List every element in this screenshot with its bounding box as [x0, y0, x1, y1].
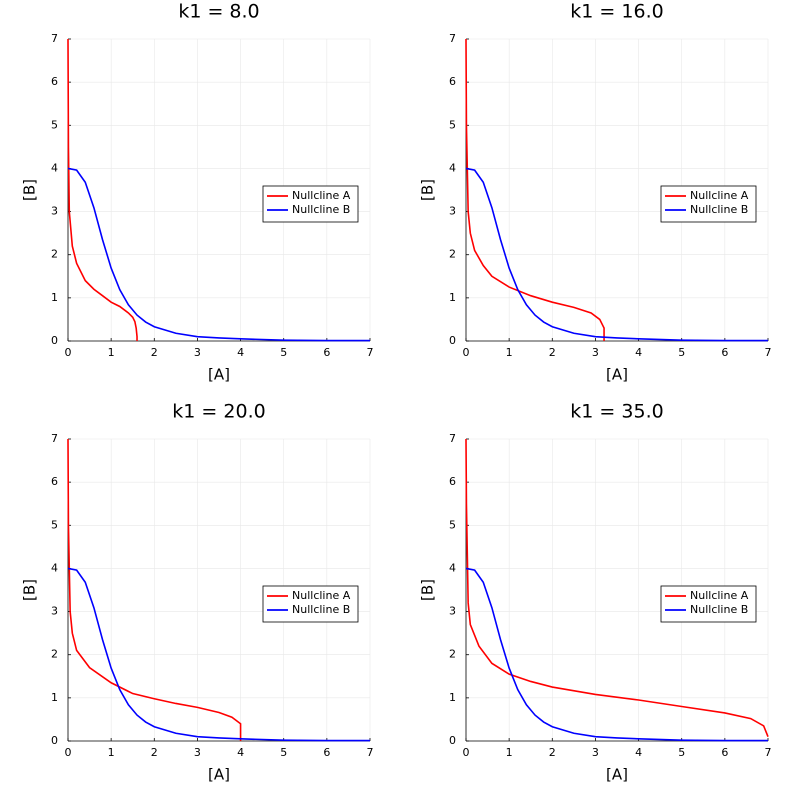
- series-line: [465, 567, 768, 742]
- legend-label: Nullcline B: [690, 603, 748, 616]
- x-tick-label: 6: [323, 346, 330, 359]
- x-tick-label: 4: [635, 346, 642, 359]
- legend-label: Nullcline A: [292, 589, 351, 602]
- y-tick-label: 2: [51, 648, 58, 661]
- x-tick-label: 4: [237, 346, 244, 359]
- y-tick-label: 7: [449, 32, 456, 45]
- x-tick-label: 1: [108, 346, 115, 359]
- y-axis-label: [B]: [419, 579, 437, 601]
- x-axis-label: [A]: [208, 766, 230, 784]
- y-tick-label: 4: [51, 561, 58, 574]
- y-tick-label: 6: [449, 75, 456, 88]
- x-tick-label: 2: [151, 346, 158, 359]
- legend-label: Nullcline A: [690, 589, 749, 602]
- legend-label: Nullcline A: [690, 189, 749, 202]
- x-tick-label: 0: [463, 746, 470, 759]
- y-tick-label: 6: [449, 475, 456, 488]
- series-line: [67, 438, 242, 741]
- x-tick-label: 0: [65, 346, 72, 359]
- series-line: [465, 38, 605, 341]
- y-tick-label: 2: [51, 248, 58, 261]
- y-tick-label: 5: [51, 518, 58, 531]
- x-tick-label: 3: [194, 346, 201, 359]
- y-tick-label: 6: [51, 75, 58, 88]
- y-tick-label: 1: [449, 691, 456, 704]
- x-tick-label: 7: [367, 346, 374, 359]
- y-tick-label: 6: [51, 475, 58, 488]
- x-tick-label: 5: [678, 746, 685, 759]
- y-tick-label: 3: [449, 605, 456, 618]
- x-tick-label: 5: [678, 346, 685, 359]
- x-tick-label: 2: [549, 346, 556, 359]
- x-tick-label: 3: [592, 346, 599, 359]
- x-tick-label: 7: [367, 746, 374, 759]
- x-tick-label: 0: [463, 346, 470, 359]
- y-axis-label: [B]: [419, 179, 437, 201]
- y-axis-label: [B]: [21, 579, 39, 601]
- y-tick-label: 4: [51, 161, 58, 174]
- x-tick-label: 4: [237, 746, 244, 759]
- x-axis-label: [A]: [208, 366, 230, 384]
- chart-title: k1 = 8.0: [178, 1, 259, 23]
- x-tick-label: 5: [280, 746, 287, 759]
- y-tick-label: 3: [51, 205, 58, 218]
- chart-title: k1 = 16.0: [570, 1, 663, 23]
- y-tick-label: 7: [51, 32, 58, 45]
- x-tick-label: 1: [506, 346, 513, 359]
- y-tick-label: 5: [449, 118, 456, 131]
- series-line: [465, 438, 769, 737]
- legend-label: Nullcline A: [292, 189, 351, 202]
- x-tick-label: 4: [635, 746, 642, 759]
- x-tick-label: 6: [721, 746, 728, 759]
- y-tick-label: 4: [449, 561, 456, 574]
- x-axis-label: [A]: [606, 366, 628, 384]
- y-tick-label: 4: [449, 161, 456, 174]
- y-tick-label: 7: [51, 432, 58, 445]
- x-axis-label: [A]: [606, 766, 628, 784]
- x-tick-label: 6: [323, 746, 330, 759]
- y-tick-label: 5: [51, 118, 58, 131]
- y-axis-label: [B]: [21, 179, 39, 201]
- y-tick-label: 0: [449, 734, 456, 747]
- y-tick-label: 2: [449, 648, 456, 661]
- y-tick-label: 0: [51, 334, 58, 347]
- x-tick-label: 2: [549, 746, 556, 759]
- y-tick-label: 0: [51, 734, 58, 747]
- y-tick-label: 2: [449, 248, 456, 261]
- x-tick-label: 1: [108, 746, 115, 759]
- series-line: [465, 167, 768, 342]
- x-tick-label: 7: [765, 746, 772, 759]
- x-tick-label: 0: [65, 746, 72, 759]
- x-tick-label: 3: [194, 746, 201, 759]
- series-line: [67, 167, 370, 342]
- x-tick-label: 6: [721, 346, 728, 359]
- y-tick-label: 7: [449, 432, 456, 445]
- series-line: [67, 567, 370, 742]
- x-tick-label: 1: [506, 746, 513, 759]
- y-tick-label: 3: [51, 605, 58, 618]
- legend-box: [660, 585, 757, 623]
- y-tick-label: 1: [51, 291, 58, 304]
- x-tick-label: 2: [151, 746, 158, 759]
- y-tick-label: 5: [449, 518, 456, 531]
- x-tick-label: 3: [592, 746, 599, 759]
- series-line: [67, 38, 138, 341]
- chart-title: k1 = 20.0: [172, 401, 265, 423]
- legend-box: [262, 185, 359, 223]
- y-tick-label: 3: [449, 205, 456, 218]
- y-tick-label: 1: [449, 291, 456, 304]
- legend-label: Nullcline B: [690, 203, 748, 216]
- legend-box: [262, 585, 359, 623]
- legend-label: Nullcline B: [292, 203, 350, 216]
- legend-box: [660, 185, 757, 223]
- y-tick-label: 1: [51, 691, 58, 704]
- x-tick-label: 7: [765, 346, 772, 359]
- legend-label: Nullcline B: [292, 603, 350, 616]
- x-tick-label: 5: [280, 346, 287, 359]
- chart-title: k1 = 35.0: [570, 401, 663, 423]
- y-tick-label: 0: [449, 334, 456, 347]
